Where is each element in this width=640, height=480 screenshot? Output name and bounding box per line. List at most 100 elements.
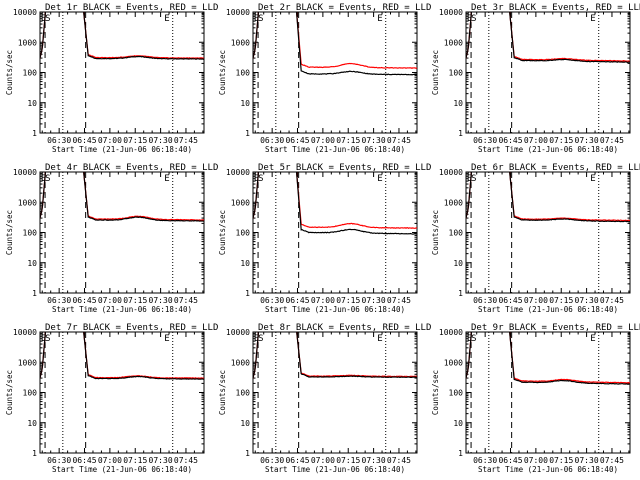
x-tick-label: 07:00 xyxy=(524,136,548,145)
x-tick-label: 07:30 xyxy=(149,136,173,145)
series-events-line xyxy=(40,172,204,222)
marker-label-e: E xyxy=(467,14,472,24)
panel-title: Det 5r BLACK = Events, RED = LLD xyxy=(258,163,431,173)
y-axis-label: Counts/sec xyxy=(5,50,14,95)
y-tick-label: 10000 xyxy=(13,168,37,177)
detector-panel-5r: Det 5r BLACK = Events, RED = LLD 1 10 100 10… xyxy=(218,163,431,314)
y-tick-label: 100 xyxy=(449,389,464,398)
x-tick-label: 06:45 xyxy=(72,136,96,145)
marker-label-e: E xyxy=(164,14,169,24)
series-events-line xyxy=(253,172,417,235)
x-tick-label: 06:30 xyxy=(260,456,284,465)
y-axis-label: Counts/sec xyxy=(431,370,440,415)
x-tick-label: 07:00 xyxy=(524,296,548,305)
panel-title: Det 7r BLACK = Events, RED = LLD xyxy=(45,323,218,333)
x-tick-label: 07:30 xyxy=(362,136,386,145)
x-tick-label: 06:30 xyxy=(47,456,71,465)
y-tick-label: 1 xyxy=(245,289,250,298)
marker-label-s: S xyxy=(258,334,263,344)
y-axis-label: Counts/sec xyxy=(218,210,227,255)
panel-title: Det 1r BLACK = Events, RED = LLD xyxy=(45,3,218,13)
y-axis-label: Counts/sec xyxy=(218,370,227,415)
marker-label-s: S xyxy=(471,174,476,184)
y-tick-label: 10000 xyxy=(439,8,463,17)
x-tick-label: 07:45 xyxy=(174,136,198,145)
panel-title: Det 3r BLACK = Events, RED = LLD xyxy=(471,3,640,13)
x-axis-label: Start Time (21-Jun-06 06:18:40) xyxy=(52,465,192,474)
x-tick-label: 06:30 xyxy=(47,296,71,305)
y-tick-label: 1 xyxy=(32,449,37,458)
x-tick-label: 07:45 xyxy=(600,296,624,305)
y-tick-label: 1000 xyxy=(18,358,37,367)
marker-label-e: E xyxy=(590,334,595,344)
x-tick-label: 07:15 xyxy=(123,296,147,305)
panel-title: Det 9r BLACK = Events, RED = LLD xyxy=(471,323,640,333)
y-tick-label: 1000 xyxy=(444,38,463,47)
plot-frame xyxy=(465,11,631,134)
panel-title: Det 8r BLACK = Events, RED = LLD xyxy=(258,323,431,333)
marker-label-e: E xyxy=(41,14,46,24)
y-axis-label: Counts/sec xyxy=(431,210,440,255)
x-tick-label: 07:00 xyxy=(98,136,122,145)
x-axis-label: Start Time (21-Jun-06 06:18:40) xyxy=(52,145,192,154)
marker-label-e: E xyxy=(254,174,259,184)
x-axis-label: Start Time (21-Jun-06 06:18:40) xyxy=(478,145,618,154)
x-tick-label: 06:30 xyxy=(260,296,284,305)
y-tick-label: 1000 xyxy=(18,38,37,47)
y-tick-label: 10000 xyxy=(226,168,250,177)
x-tick-label: 07:30 xyxy=(575,136,599,145)
series-lld-line xyxy=(40,12,204,59)
series-events-line xyxy=(40,12,204,60)
x-tick-label: 07:00 xyxy=(98,296,122,305)
y-tick-label: 10 xyxy=(453,259,463,268)
x-tick-label: 06:30 xyxy=(260,136,284,145)
y-tick-label: 10 xyxy=(240,419,250,428)
detector-panel-4r: Det 4r BLACK = Events, RED = LLD 1 10 100 10… xyxy=(5,163,218,314)
y-tick-label: 1000 xyxy=(444,198,463,207)
y-tick-label: 10 xyxy=(453,99,463,108)
series-lld-line xyxy=(466,12,630,62)
y-axis-label: Counts/sec xyxy=(218,50,227,95)
series-lld-line xyxy=(40,332,204,379)
series-lld-line xyxy=(40,172,204,221)
x-tick-label: 06:30 xyxy=(473,296,497,305)
x-tick-label: 06:30 xyxy=(47,136,71,145)
x-tick-label: 06:30 xyxy=(473,456,497,465)
y-tick-label: 10000 xyxy=(439,328,463,337)
panel-title: Det 2r BLACK = Events, RED = LLD xyxy=(258,3,431,13)
x-tick-label: 06:45 xyxy=(498,296,522,305)
x-tick-label: 07:30 xyxy=(149,296,173,305)
marker-label-e: E xyxy=(254,14,259,24)
y-tick-label: 1 xyxy=(458,129,463,138)
plot-frame xyxy=(465,171,631,294)
x-tick-label: 07:45 xyxy=(600,136,624,145)
y-tick-label: 1000 xyxy=(231,358,250,367)
panel-title: Det 4r BLACK = Events, RED = LLD xyxy=(45,163,218,173)
plot-frame xyxy=(252,331,418,454)
x-tick-label: 07:15 xyxy=(549,296,573,305)
plot-frame xyxy=(39,11,205,134)
plot-frame xyxy=(252,171,418,294)
y-tick-label: 1 xyxy=(458,289,463,298)
plot-frame xyxy=(252,11,418,134)
y-tick-label: 1000 xyxy=(231,198,250,207)
x-tick-label: 07:45 xyxy=(387,456,411,465)
y-tick-label: 10 xyxy=(27,259,37,268)
detector-panel-9r: Det 9r BLACK = Events, RED = LLD 1 10 100 10… xyxy=(431,323,640,474)
y-tick-label: 1 xyxy=(245,129,250,138)
y-tick-label: 1 xyxy=(245,449,250,458)
x-tick-label: 06:30 xyxy=(473,136,497,145)
marker-label-s: S xyxy=(471,334,476,344)
x-axis-label: Start Time (21-Jun-06 06:18:40) xyxy=(478,465,618,474)
marker-label-e: E xyxy=(41,334,46,344)
x-tick-label: 06:45 xyxy=(72,296,96,305)
y-tick-label: 1 xyxy=(458,449,463,458)
y-tick-label: 1000 xyxy=(18,198,37,207)
x-tick-label: 07:15 xyxy=(336,456,360,465)
marker-label-s: S xyxy=(258,14,263,24)
marker-label-e: E xyxy=(254,334,259,344)
series-events-line xyxy=(466,12,630,63)
marker-label-e: E xyxy=(377,14,382,24)
y-tick-label: 10 xyxy=(27,419,37,428)
y-tick-label: 100 xyxy=(449,69,464,78)
